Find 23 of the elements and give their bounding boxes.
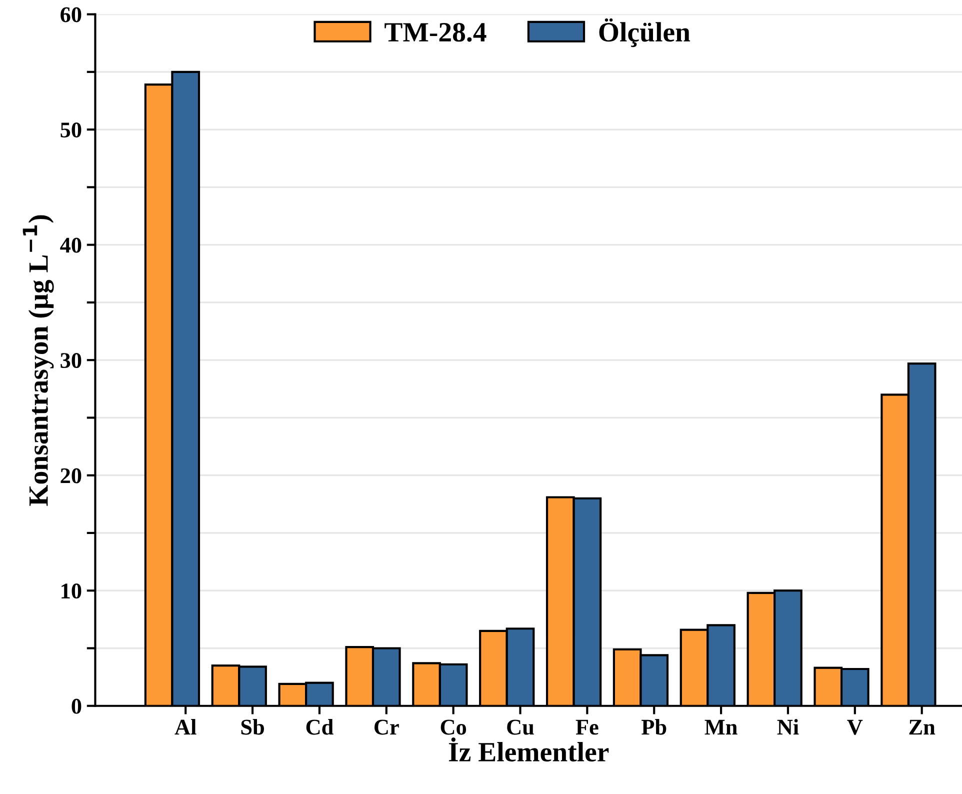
y-tick-label: 40 — [60, 238, 82, 253]
x-tick-label: Zn — [909, 720, 936, 734]
x-tick-label: Fe — [576, 720, 598, 735]
y-tick-label: 10 — [62, 584, 82, 599]
x-tick-label: Pb — [642, 719, 666, 735]
x-tick-label: Ni — [777, 719, 799, 734]
y-tick-label: 20 — [60, 468, 82, 484]
x-tick-label: Co — [440, 720, 466, 735]
y-tick-label: 30 — [60, 353, 82, 368]
x-tick-label: Cd — [306, 719, 334, 735]
x-tick-label: V — [847, 720, 863, 735]
x-tick-label: Cr — [374, 720, 399, 735]
y-axis-title: Konsantrasyon (µg L$^{−1}$) — [22, 215, 54, 506]
y-tick-label: 60 — [60, 7, 82, 22]
x-tick-label: Sb — [241, 719, 264, 735]
legend-label: Ölçülen — [599, 18, 690, 48]
x-tick-label: Cu — [507, 720, 534, 735]
x-tick-label: Mn — [704, 720, 738, 734]
y-tick-label: 0 — [72, 698, 82, 714]
x-tick-label: Al — [174, 719, 196, 734]
legend-label: TM-28.4 — [384, 22, 486, 42]
x-axis-title: İz Elementler — [448, 738, 609, 762]
y-tick-label: 50 — [60, 122, 82, 138]
